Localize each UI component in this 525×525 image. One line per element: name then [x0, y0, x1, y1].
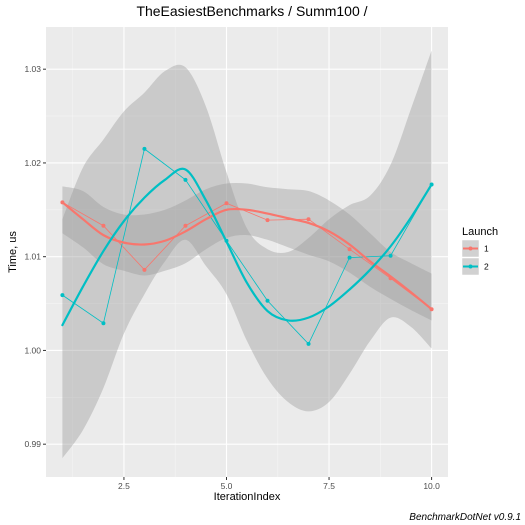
- x-axis: 2.5 5.0 7.5 10.0: [118, 477, 440, 491]
- data-point-series-2: [224, 238, 229, 243]
- data-point-series-2: [388, 253, 393, 258]
- data-point-series-1: [142, 267, 147, 272]
- x-tick-label: 2.5: [118, 481, 130, 491]
- ci-ribbon-series-1: [62, 182, 432, 321]
- data-point-series-2: [183, 177, 188, 182]
- x-tick-label: 5.0: [221, 481, 233, 491]
- raw-line-series-2: [62, 148, 432, 345]
- confidence-ribbons: [62, 50, 432, 459]
- data-point-series-2: [429, 182, 434, 187]
- legend: Launch 1 2: [461, 226, 498, 276]
- data-point-series-2: [60, 293, 65, 298]
- x-tick-label: 7.5: [323, 481, 335, 491]
- data-point-series-1: [60, 200, 65, 205]
- data-point-series-1: [183, 223, 188, 228]
- data-point-series-2: [347, 255, 352, 260]
- legend-key-point: [468, 264, 473, 269]
- x-axis-label: IterationIndex: [214, 491, 281, 503]
- data-point-series-2: [101, 321, 106, 326]
- grid-major: [46, 27, 448, 477]
- legend-key-point: [468, 246, 473, 251]
- grid-minor: [46, 27, 448, 477]
- chart-title: TheEasiestBenchmarks / Summ100 /: [136, 3, 367, 19]
- data-point-series-1: [265, 218, 270, 223]
- legend-label-series-1: 1: [484, 244, 489, 254]
- data-point-series-1: [388, 276, 393, 281]
- data-point-series-2: [306, 341, 311, 346]
- raw-line-series-1: [62, 201, 432, 310]
- ci-ribbon-series-2: [62, 50, 432, 459]
- y-tick-label: 1.01: [24, 252, 41, 262]
- data-point-series-2: [142, 146, 147, 151]
- smooth-series-lines: [61, 167, 433, 327]
- data-point-series-1: [429, 307, 434, 312]
- data-point-series-1: [347, 247, 352, 252]
- series-points: [60, 146, 434, 346]
- y-axis-label: Time, us: [7, 231, 19, 273]
- y-tick-label: 1.02: [24, 158, 41, 168]
- legend-title: Launch: [462, 226, 498, 238]
- data-point-series-1: [101, 223, 106, 228]
- y-tick-label: 1.03: [24, 64, 41, 74]
- smooth-line-series-1: [61, 201, 433, 311]
- x-tick-label: 10.0: [423, 481, 440, 491]
- raw-series-lines: [62, 148, 432, 345]
- data-point-series-1: [306, 217, 311, 222]
- legend-label-series-2: 2: [484, 262, 489, 272]
- y-axis: 0.99 1.00 1.01 1.02 1.03: [24, 64, 46, 449]
- data-point-series-2: [265, 298, 270, 303]
- data-point-series-1: [224, 201, 229, 206]
- y-tick-label: 1.00: [24, 345, 41, 355]
- caption: BenchmarkDotNet v0.9.1: [409, 512, 521, 523]
- plot-panel: [46, 27, 448, 477]
- smooth-line-series-2: [61, 167, 433, 327]
- y-tick-label: 0.99: [24, 439, 41, 449]
